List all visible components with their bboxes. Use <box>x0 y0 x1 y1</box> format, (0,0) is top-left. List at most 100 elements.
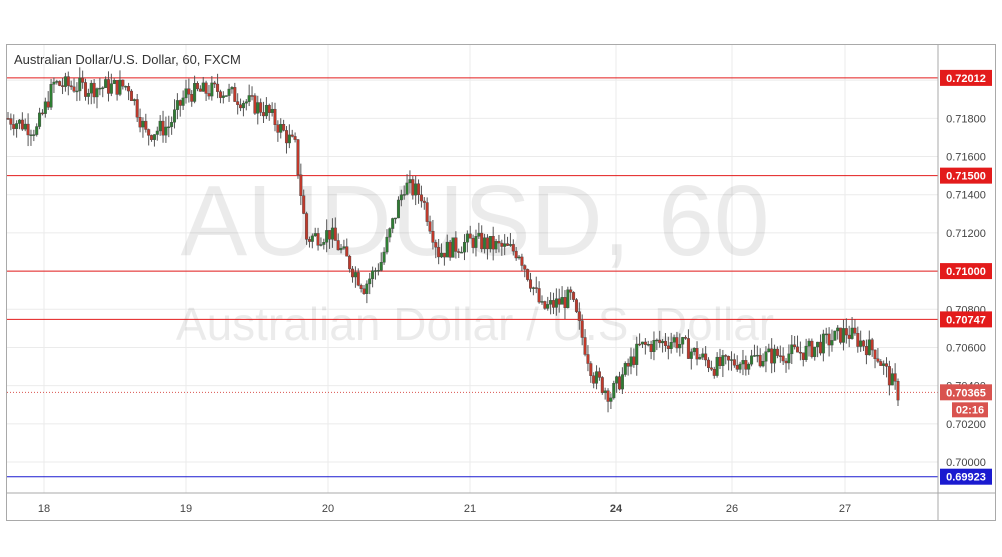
candle-body-down <box>316 233 320 246</box>
candle-body-up <box>465 233 469 243</box>
y-tick-label: 0.70600 <box>946 342 986 354</box>
candle-body-up <box>672 337 676 343</box>
candle-body-down <box>236 101 240 105</box>
candle-body-down <box>537 288 541 303</box>
candle-body-up <box>807 340 811 347</box>
candles <box>6 67 900 413</box>
countdown-text: 02:16 <box>956 404 984 416</box>
candle-body-down <box>618 376 622 390</box>
candle-body-up <box>787 353 791 364</box>
candle-body-up <box>867 339 871 356</box>
candle-body-down <box>359 285 363 289</box>
candle-body-down <box>204 82 208 94</box>
candle-body-down <box>818 341 822 354</box>
candle-body-down <box>6 118 10 120</box>
candle-body-up <box>221 95 225 98</box>
candle-body-up <box>339 248 343 251</box>
y-tick-label: 0.71200 <box>946 228 986 240</box>
candle-body-down <box>727 356 731 361</box>
candle-body-down <box>686 338 690 359</box>
candle-body-up <box>623 363 627 375</box>
candle-body-up <box>184 88 188 99</box>
candle-body-down <box>793 344 797 348</box>
candle-body-up <box>508 244 512 246</box>
candle-body-down <box>296 139 300 176</box>
candle-body-down <box>592 375 596 384</box>
candle-body-up <box>655 339 659 342</box>
candle-body-down <box>81 77 85 83</box>
watermark-name: Australian Dollar / U.S. Dollar <box>176 298 774 350</box>
candle-body-down <box>293 136 297 140</box>
candle-body-down <box>20 119 24 130</box>
candle-body-up <box>755 354 759 357</box>
candle-body-up <box>830 340 834 346</box>
candle-body-up <box>560 297 564 305</box>
candle-body-down <box>69 85 73 88</box>
candle-body-down <box>92 82 96 98</box>
candle-body-up <box>373 270 377 272</box>
x-tick-label: 19 <box>180 503 192 515</box>
x-tick-label: 24 <box>610 503 623 515</box>
candle-body-up <box>394 217 398 220</box>
candle-body-up <box>167 126 171 128</box>
level-label-box <box>940 468 992 485</box>
candle-body-down <box>106 79 110 94</box>
candle-body-down <box>299 174 303 196</box>
candle-body-down <box>893 373 897 382</box>
y-tick-label: 0.70000 <box>946 457 986 469</box>
candle-body-down <box>781 355 785 362</box>
level-label-box <box>940 69 992 86</box>
level-label-text: 0.70747 <box>946 314 986 326</box>
candle-body-up <box>342 246 346 249</box>
candle-body-up <box>603 390 607 394</box>
candle-body-down <box>879 361 883 366</box>
candle-body-down <box>454 237 458 252</box>
candle-body-down <box>345 246 349 257</box>
candle-body-down <box>506 243 510 246</box>
candle-body-down <box>873 349 877 360</box>
candle-body-up <box>385 236 389 253</box>
candle-body-up <box>494 241 498 250</box>
candle-body-up <box>241 102 245 109</box>
candle-body-up <box>773 348 777 364</box>
candle-body-down <box>425 202 429 222</box>
candle-body-down <box>606 390 610 402</box>
candle-body-down <box>597 371 601 378</box>
level-labels: 0.72012 0.71500 0.71000 0.70747 0.69923 0.703… <box>940 69 992 485</box>
candle-body-down <box>328 230 332 240</box>
candle-body-up <box>531 287 535 289</box>
candle-body-down <box>448 241 452 258</box>
candle-body-up <box>244 101 248 104</box>
candle-body-down <box>253 95 257 114</box>
candle-body-down <box>718 356 722 367</box>
watermark-symbol: AUDUSD, 60 <box>180 165 769 277</box>
candle-body-down <box>704 353 708 361</box>
candle-body-down <box>827 333 831 346</box>
candle-body-up <box>408 179 412 184</box>
candle-body-down <box>290 134 294 137</box>
candle-body-down <box>135 99 139 118</box>
candle-body-up <box>43 101 47 114</box>
candle-body-up <box>440 252 444 258</box>
candle-body-down <box>643 341 647 345</box>
candle-body-up <box>388 228 392 238</box>
candle-body-up <box>678 344 682 349</box>
candle-body-up <box>517 256 521 259</box>
level-label-text: 0.72012 <box>946 73 986 85</box>
candle-body-down <box>529 279 533 289</box>
candle-body-down <box>307 239 311 242</box>
candle-body-up <box>193 83 197 102</box>
candle-body-up <box>124 86 128 88</box>
candle-body-down <box>213 82 217 85</box>
candle-body-down <box>798 351 802 354</box>
candle-body-up <box>483 237 487 250</box>
candle-body-up <box>141 120 145 128</box>
candle-body-down <box>563 297 567 309</box>
candle-body-up <box>540 301 544 303</box>
level-label-box <box>940 311 992 328</box>
candle-body-up <box>86 93 90 97</box>
candle-body-down <box>844 328 848 336</box>
candle-body-up <box>158 120 162 132</box>
candle-body-up <box>698 357 702 360</box>
